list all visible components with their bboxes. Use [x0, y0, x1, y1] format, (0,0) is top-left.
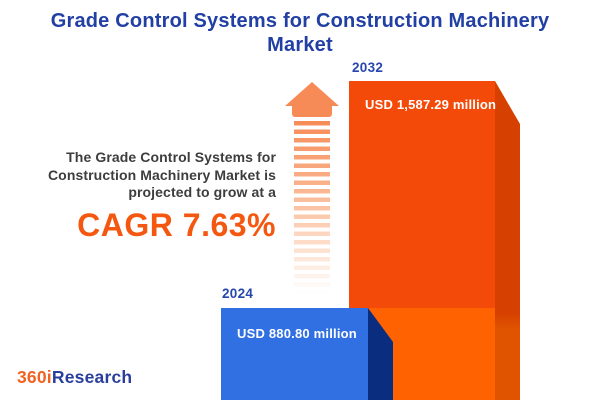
bar-2032-side-face [495, 81, 520, 400]
logo-prefix: 360i [17, 367, 52, 387]
arrow-shaft [292, 102, 332, 117]
promo-line: The Grade Control Systems for [66, 149, 276, 165]
cagr-value: CAGR 7.63% [77, 206, 276, 243]
promo-line: projected to grow at a [128, 184, 276, 200]
logo-suffix: Research [51, 367, 133, 387]
bar-2024 [221, 308, 368, 400]
promo-line: Construction Machinery Market is [47, 166, 276, 183]
bar-2024-value-label: USD 880.80 million [237, 326, 357, 341]
arrow-stripes [294, 121, 330, 294]
bar-2032-year-label: 2032 [352, 60, 384, 75]
page-title: Grade Control Systems for Construction M… [50, 10, 550, 56]
promo-text-block: The Grade Control Systems for Constructi… [0, 149, 276, 244]
logo: 360iResearch [17, 367, 132, 388]
bar-2024-year-label: 2024 [222, 286, 254, 301]
bar-2032-value-label: USD 1,587.29 million [365, 97, 497, 112]
growth-arrow-icon [285, 82, 339, 294]
